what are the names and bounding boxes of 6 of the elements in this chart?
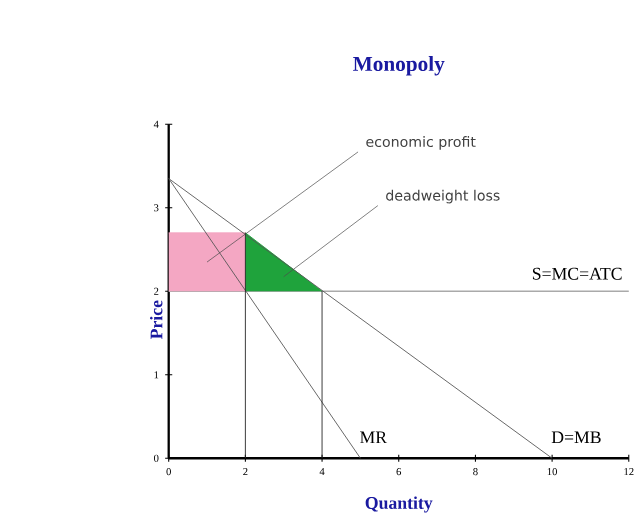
ref-line-label: S=MC=ATC [532, 267, 622, 280]
series-label: D=MB [551, 431, 601, 443]
y-axis-title: Price [149, 300, 163, 339]
chart-title: Monopoly [353, 55, 445, 76]
series-label: MR [360, 431, 388, 443]
x-axis-title: Quantity [365, 496, 433, 513]
